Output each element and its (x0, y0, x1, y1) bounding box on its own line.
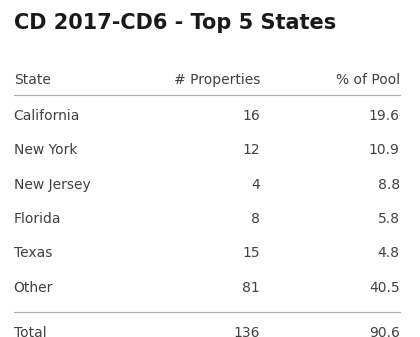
Text: # Properties: # Properties (174, 73, 260, 87)
Text: 90.6: 90.6 (369, 326, 400, 337)
Text: 12: 12 (242, 143, 260, 157)
Text: 10.9: 10.9 (369, 143, 400, 157)
Text: 8: 8 (251, 212, 260, 226)
Text: State: State (14, 73, 50, 87)
Text: Florida: Florida (14, 212, 61, 226)
Text: 16: 16 (242, 109, 260, 123)
Text: New Jersey: New Jersey (14, 178, 90, 191)
Text: Other: Other (14, 281, 53, 295)
Text: New York: New York (14, 143, 77, 157)
Text: 15: 15 (242, 246, 260, 260)
Text: 81: 81 (242, 281, 260, 295)
Text: California: California (14, 109, 80, 123)
Text: % of Pool: % of Pool (336, 73, 400, 87)
Text: 5.8: 5.8 (378, 212, 400, 226)
Text: 4: 4 (252, 178, 260, 191)
Text: CD 2017-CD6 - Top 5 States: CD 2017-CD6 - Top 5 States (14, 13, 336, 33)
Text: 4.8: 4.8 (378, 246, 400, 260)
Text: 19.6: 19.6 (369, 109, 400, 123)
Text: 40.5: 40.5 (369, 281, 400, 295)
Text: Total: Total (14, 326, 46, 337)
Text: 136: 136 (234, 326, 260, 337)
Text: 8.8: 8.8 (378, 178, 400, 191)
Text: Texas: Texas (14, 246, 52, 260)
